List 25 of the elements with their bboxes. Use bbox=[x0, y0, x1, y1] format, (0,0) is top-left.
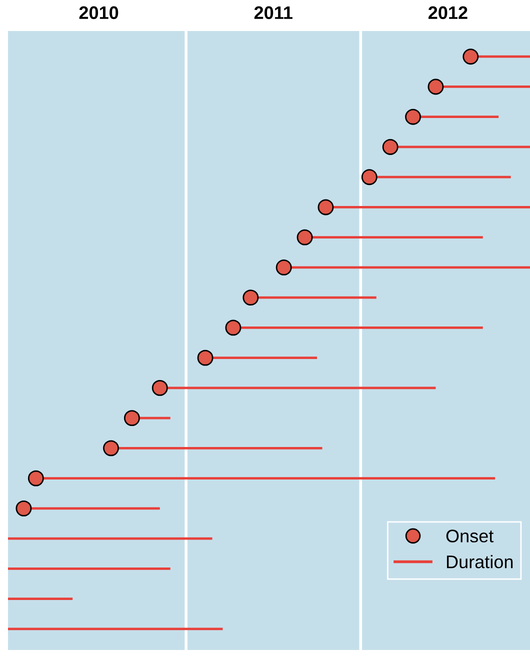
point bbox=[197, 350, 214, 366]
x-tick-label: 2010 bbox=[79, 6, 118, 20]
point bbox=[276, 259, 292, 276]
point bbox=[103, 440, 119, 456]
x-tick-label: 2011 bbox=[254, 6, 292, 20]
legend-label: Onset bbox=[446, 530, 494, 542]
point bbox=[462, 48, 479, 65]
point bbox=[361, 169, 378, 186]
bar bbox=[8, 628, 223, 630]
bar bbox=[8, 537, 212, 540]
point bbox=[28, 470, 44, 486]
bar bbox=[8, 567, 170, 570]
point bbox=[296, 229, 313, 246]
bar bbox=[8, 598, 73, 600]
point bbox=[428, 78, 444, 95]
point bbox=[16, 500, 32, 516]
point bbox=[318, 199, 334, 216]
point bbox=[225, 320, 242, 336]
point bbox=[152, 380, 168, 396]
point bbox=[382, 138, 398, 155]
legend-label: Duration bbox=[446, 555, 513, 568]
point bbox=[242, 290, 259, 306]
x-tick-label: 2012 bbox=[428, 6, 468, 20]
point bbox=[124, 410, 140, 426]
point bbox=[405, 108, 422, 125]
